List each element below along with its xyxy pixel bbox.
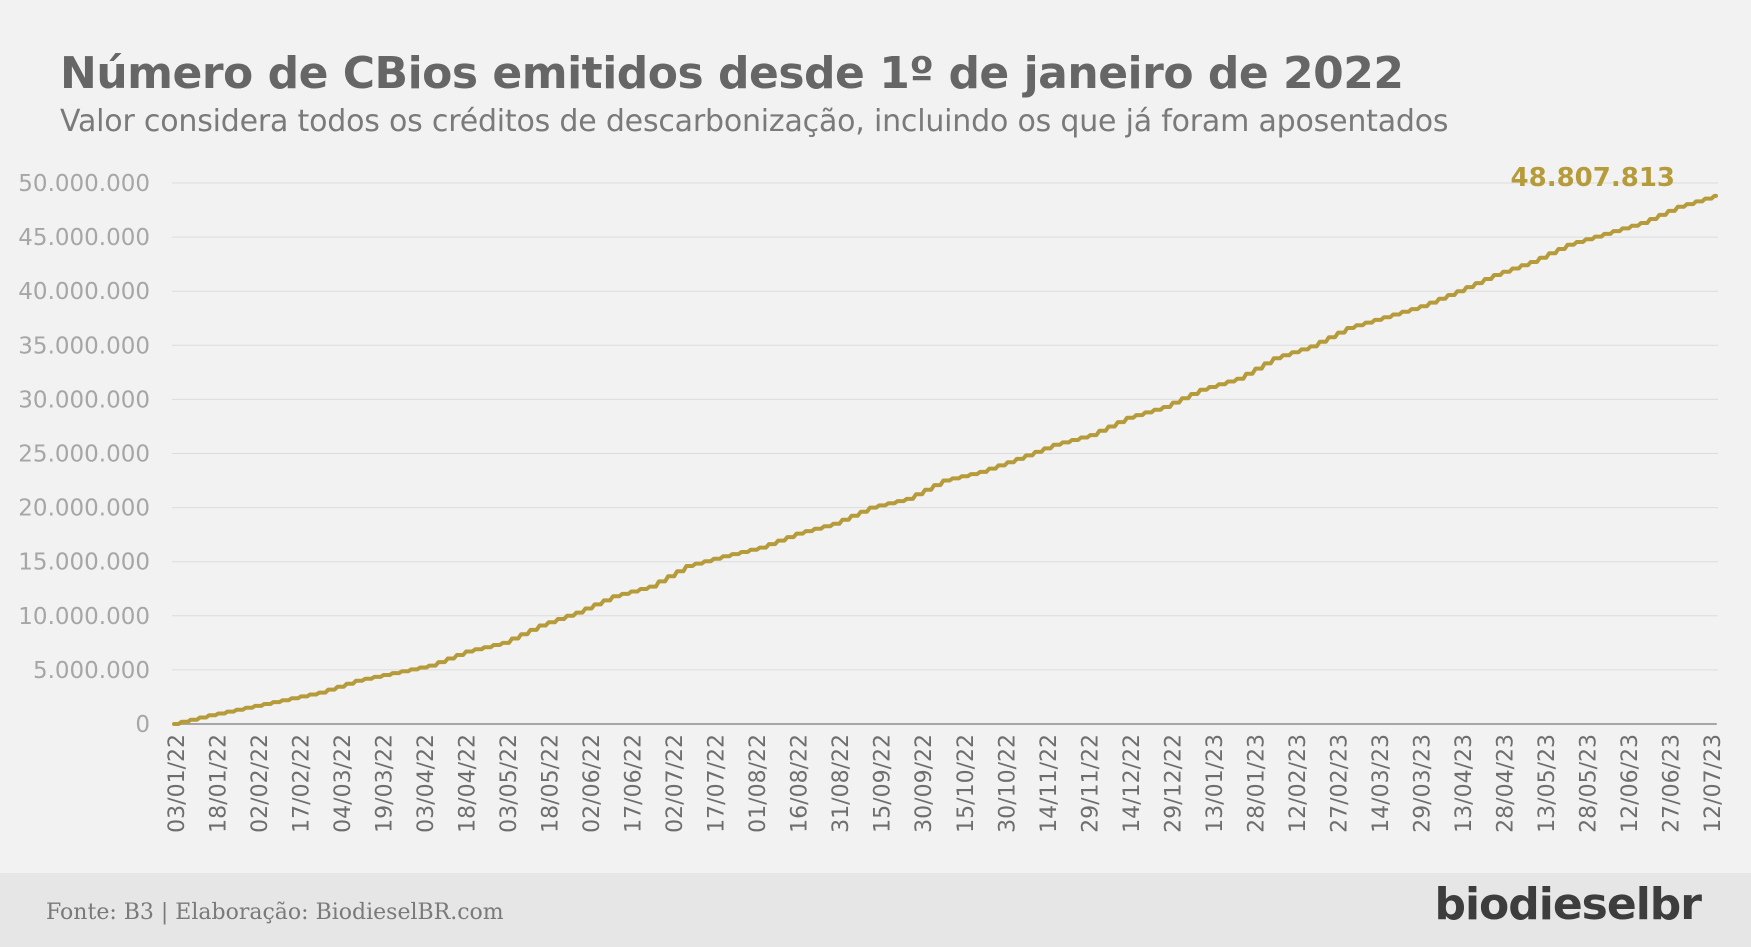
y-tick-label: 15.000.000: [18, 550, 150, 576]
x-tick-label: 13/05/23: [1535, 734, 1560, 833]
chart-title: Número de CBios emitidos desde 1º de jan…: [60, 48, 1404, 99]
x-tick-label: 17/06/22: [622, 734, 647, 833]
y-tick-label: 0: [135, 712, 150, 738]
x-tick-label: 30/10/22: [995, 734, 1020, 833]
y-tick-label: 25.000.000: [18, 442, 150, 468]
x-tick-label: 14/12/22: [1120, 734, 1145, 833]
x-tick-label: 29/11/22: [1078, 734, 1103, 833]
x-tick-label: 01/08/22: [746, 734, 771, 833]
x-tick-label: 14/11/22: [1037, 734, 1062, 833]
source-credit: Fonte: B3 | Elaboração: BiodieselBR.com: [46, 900, 504, 925]
x-tick-label: 18/01/22: [207, 734, 232, 833]
y-tick-label: 30.000.000: [18, 387, 150, 413]
x-tick-label: 03/05/22: [497, 734, 522, 833]
x-tick-label: 13/01/23: [1203, 734, 1228, 833]
line-chart: 0 5.000.000 10.000.000 15.000.000 20.000.000…: [18, 163, 1726, 833]
x-tick-label: 18/04/22: [456, 734, 481, 833]
footer-bar: Fonte: B3 | Elaboração: BiodieselBR.com …: [0, 873, 1751, 947]
x-tick-label: 02/07/22: [663, 734, 688, 833]
y-tick-label: 10.000.000: [18, 604, 150, 630]
y-tick-label: 35.000.000: [18, 333, 150, 359]
series-line-cbios: [172, 193, 1718, 726]
x-tick-label: 31/08/22: [829, 734, 854, 833]
x-tick-label: 27/06/23: [1659, 734, 1684, 833]
x-tick-label: 27/02/23: [1327, 734, 1352, 833]
x-tick-label: 30/09/22: [912, 734, 937, 833]
x-tick-label: 17/07/22: [705, 734, 730, 833]
x-tick-label: 12/06/23: [1618, 734, 1643, 833]
x-tick-label: 29/03/23: [1410, 734, 1435, 833]
x-tick-label: 02/06/22: [580, 734, 605, 833]
x-tick-label: 19/03/22: [373, 734, 398, 833]
x-tick-label: 02/02/22: [248, 734, 273, 833]
x-tick-label: 15/09/22: [871, 734, 896, 833]
x-tick-label: 03/04/22: [414, 734, 439, 833]
x-tick-label: 17/02/22: [290, 734, 315, 833]
brand-logo: biodieselbr: [1434, 879, 1702, 930]
y-tick-label: 45.000.000: [18, 225, 150, 251]
x-tick-label: 29/12/22: [1161, 734, 1186, 833]
x-tick-label: 16/08/22: [788, 734, 813, 833]
y-tick-label: 50.000.000: [18, 171, 150, 197]
chart-subtitle: Valor considera todos os créditos de des…: [60, 104, 1449, 139]
x-tick-label: 12/07/23: [1701, 734, 1726, 833]
y-tick-label: 40.000.000: [18, 279, 150, 305]
x-tick-label: 12/02/23: [1286, 734, 1311, 833]
x-tick-label: 04/03/22: [331, 734, 356, 833]
x-tick-label: 28/04/23: [1493, 734, 1518, 833]
x-tick-label: 28/01/23: [1244, 734, 1269, 833]
x-tick-label: 03/01/22: [165, 734, 190, 833]
x-tick-label: 18/05/22: [539, 734, 564, 833]
x-tick-label: 13/04/23: [1452, 734, 1477, 833]
x-tick-label: 14/03/23: [1369, 734, 1394, 833]
y-tick-label: 5.000.000: [33, 658, 150, 684]
y-tick-label: 20.000.000: [18, 496, 150, 522]
last-value-label: 48.807.813: [1511, 163, 1675, 193]
x-tick-label: 15/10/22: [954, 734, 979, 833]
x-tick-label: 28/05/23: [1576, 734, 1601, 833]
